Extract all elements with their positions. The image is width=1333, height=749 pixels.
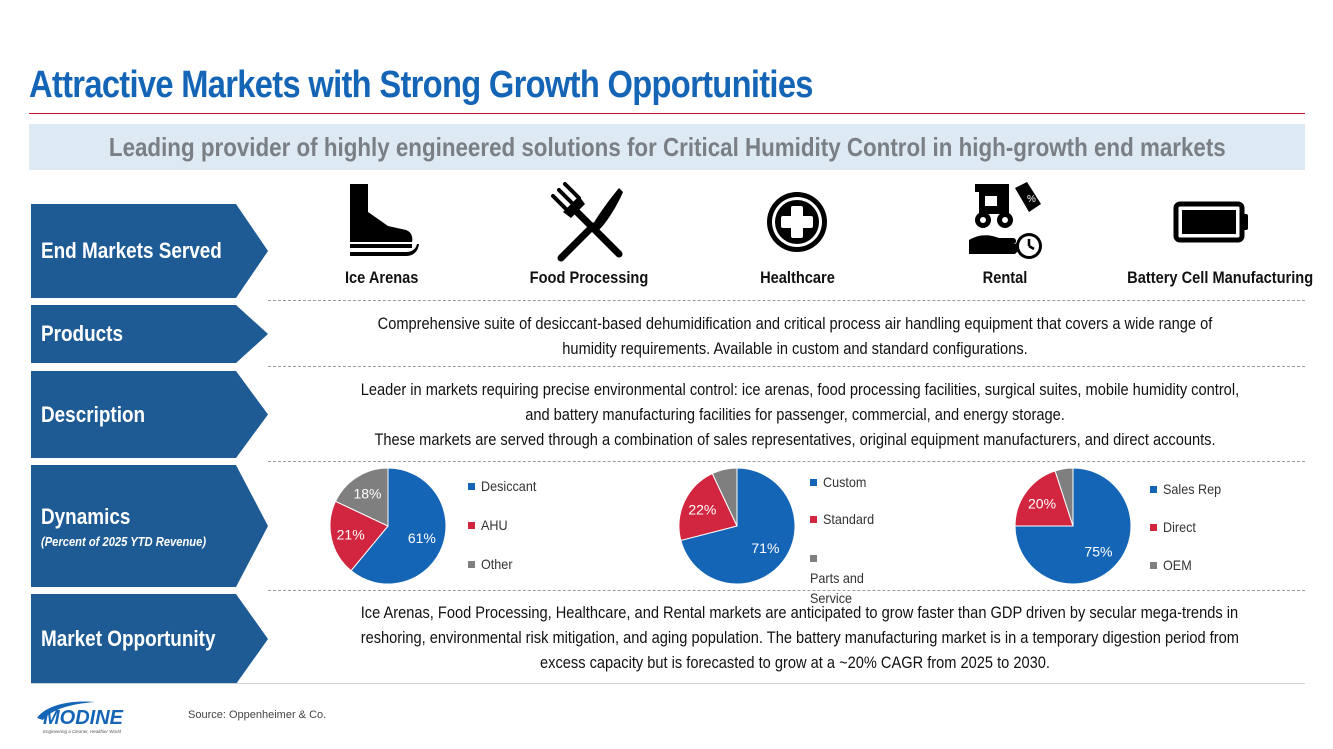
text-line: and battery manufacturing facilities for… xyxy=(525,405,1065,424)
logo-wordmark: MODINE xyxy=(43,707,124,729)
text-line: Leader in markets requiring precise envi… xyxy=(360,380,1240,399)
row-label-market-opportunity: Market Opportunity xyxy=(31,594,268,684)
row-divider xyxy=(268,590,1305,591)
pie-data-label: 75% xyxy=(1084,543,1112,559)
legend-label: OEM xyxy=(1163,557,1192,573)
market-healthcare: Healthcare xyxy=(697,180,897,288)
rental-equipment-icon: % xyxy=(969,182,1042,259)
row-label-text: End Markets Served xyxy=(41,238,222,263)
legend-item: Other xyxy=(468,556,516,572)
row-label-text: Market Opportunity xyxy=(41,626,216,651)
ice-skate-icon xyxy=(350,184,419,256)
legend-swatch xyxy=(468,561,475,568)
market-opportunity-text: Ice Arenas, Food Processing, Healthcare,… xyxy=(290,600,1300,675)
legend-item: Sales Rep xyxy=(1150,481,1228,497)
pie-data-label: 61% xyxy=(408,530,436,546)
row-divider xyxy=(268,461,1305,462)
pie-slice-parts-and-service xyxy=(711,467,738,527)
row-label-text: Dynamics xyxy=(41,503,131,529)
legend-label: Desiccant xyxy=(481,478,537,494)
row-label-products: Products xyxy=(31,305,268,363)
text-line: humidity requirements. Available in cust… xyxy=(562,339,1028,358)
legend-swatch xyxy=(1150,524,1157,531)
subtitle-text: Leading provider of highly engineered so… xyxy=(108,131,1226,162)
market-rental: % Rental xyxy=(905,180,1105,288)
row-label-description: Description xyxy=(31,371,268,458)
page-title: Attractive Markets with Strong Growth Op… xyxy=(29,64,813,106)
text-line: These markets are served through a combi… xyxy=(374,430,1216,449)
pie-chart-channel-mix: 75% 20% xyxy=(1014,467,1132,585)
legend-label: Parts and Service xyxy=(810,570,864,606)
text-line: Ice Arenas, Food Processing, Healthcare,… xyxy=(360,603,1239,622)
pie-slice-desiccant xyxy=(350,467,447,585)
market-food-processing: Food Processing xyxy=(489,180,689,288)
row-label-dynamics: Dynamics (Percent of 2025 YTD Revenue) xyxy=(31,465,268,587)
market-label: Battery Cell Manufacturing xyxy=(1127,268,1314,287)
row-label-text: Products xyxy=(41,321,124,346)
pie-data-label: 20% xyxy=(1028,495,1056,511)
pie-slice-oem xyxy=(1054,467,1074,527)
row-label-text: Description xyxy=(41,401,146,427)
legend-item: Direct xyxy=(1150,519,1200,535)
pie-slice-ahu xyxy=(329,500,389,572)
pie-data-label: 22% xyxy=(688,502,716,518)
legend-item: AHU xyxy=(468,517,511,533)
logo-tagline: Engineering a Cleaner, Healthier World xyxy=(43,729,122,734)
text-line: excess capacity but is forecasted to gro… xyxy=(540,653,1050,672)
pie-data-label: 21% xyxy=(337,526,365,542)
legend-item: Desiccant xyxy=(468,478,542,494)
legend-swatch xyxy=(1150,486,1157,493)
legend-swatch xyxy=(468,522,475,529)
products-text: Comprehensive suite of desiccant-based d… xyxy=(290,311,1300,361)
market-ice-arenas: Ice Arenas xyxy=(282,180,482,288)
legend-swatch xyxy=(810,479,817,486)
legend-item: OEM xyxy=(1150,557,1195,573)
title-underline xyxy=(29,113,1305,114)
legend-label: Sales Rep xyxy=(1163,481,1222,497)
subtitle-banner: Leading provider of highly engineered so… xyxy=(29,124,1305,170)
medical-cross-icon xyxy=(767,192,827,252)
legend-label: Other xyxy=(481,556,513,572)
description-text: Leader in markets requiring precise envi… xyxy=(290,377,1300,452)
battery-icon xyxy=(1173,201,1248,243)
source-note: Source: Oppenheimer & Co. xyxy=(188,709,327,721)
pie-slice-other xyxy=(334,467,389,527)
footer-divider xyxy=(31,683,1305,684)
market-label: Rental xyxy=(982,268,1028,287)
modine-logo: MODINE Engineering a Cleaner, Healthier … xyxy=(37,701,124,734)
fork-knife-icon xyxy=(551,182,623,262)
pie-chart-configuration-mix: 71% 22% xyxy=(678,467,796,585)
legend-label: Standard xyxy=(823,511,875,527)
pie-data-label: 71% xyxy=(751,540,779,556)
legend-swatch xyxy=(468,483,475,490)
market-label: Food Processing xyxy=(529,268,649,287)
legend-label: Direct xyxy=(1163,519,1196,535)
legend-swatch xyxy=(810,516,817,523)
pie-slice-sales-rep xyxy=(1014,467,1132,585)
row-label-end-markets: End Markets Served xyxy=(31,204,268,298)
legend-swatch xyxy=(810,555,817,562)
row-divider xyxy=(268,366,1305,367)
legend-label: AHU xyxy=(481,517,508,533)
legend-swatch xyxy=(1150,562,1157,569)
market-label: Ice Arenas xyxy=(345,268,419,287)
pie-data-label: 18% xyxy=(353,486,381,502)
pie-slice-direct xyxy=(1014,470,1074,527)
pie-slice-standard xyxy=(678,472,738,542)
market-battery-cell-manufacturing: Battery Cell Manufacturing xyxy=(1112,180,1314,288)
row-label-subtext: (Percent of 2025 YTD Revenue) xyxy=(41,533,207,549)
legend-item: Standard xyxy=(810,511,880,527)
legend-label: Custom xyxy=(823,474,867,490)
pie-chart-product-mix: 61% 21% 18% xyxy=(329,467,447,585)
svg-text:%: % xyxy=(1027,194,1036,205)
legend-item: Custom xyxy=(810,474,871,490)
market-label: Healthcare xyxy=(759,268,835,287)
text-line: reshoring, environmental risk mitigation… xyxy=(360,628,1239,647)
legend-item: Parts and Service xyxy=(810,548,880,608)
pie-slice-custom xyxy=(680,467,796,585)
text-line: Comprehensive suite of desiccant-based d… xyxy=(377,314,1213,333)
row-divider xyxy=(268,300,1305,301)
